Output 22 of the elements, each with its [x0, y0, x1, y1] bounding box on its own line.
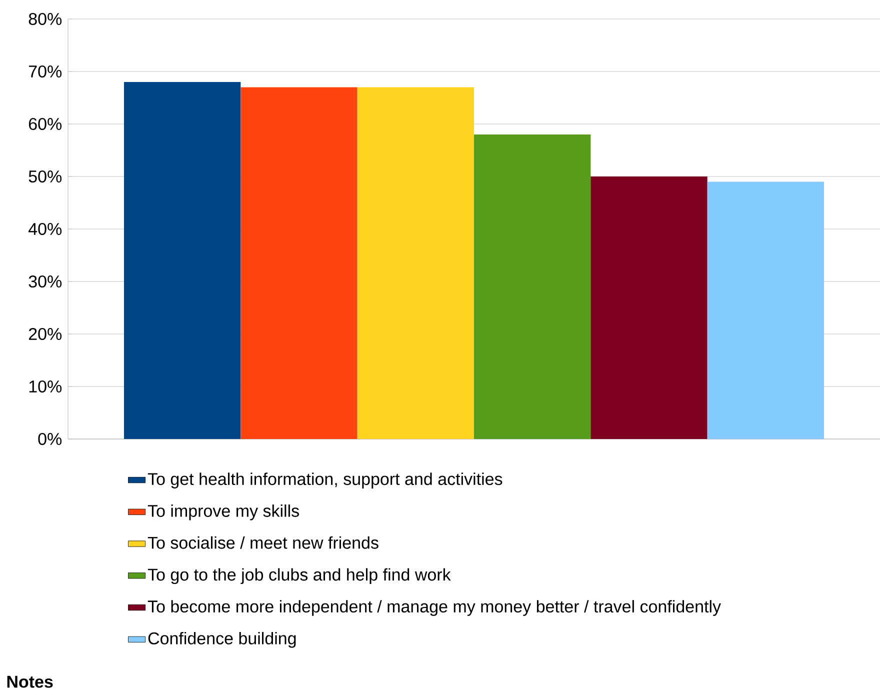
- legend-label: To improve my skills: [148, 504, 299, 520]
- legend-label: To go to the job clubs and help find work: [148, 568, 451, 584]
- bar: [357, 87, 474, 439]
- y-tick-label: 30%: [28, 275, 62, 288]
- bar: [240, 87, 358, 439]
- y-tick-label: 50%: [28, 170, 62, 183]
- bar: [590, 176, 708, 439]
- bar: [474, 134, 591, 439]
- legend-label: To socialise / meet new friends: [148, 536, 378, 549]
- legend-label: To get health information, support and activities: [148, 472, 502, 488]
- legend-label: To become more independent / manage my money better / travel confidently: [148, 600, 721, 616]
- y-tick-label: 70%: [28, 65, 62, 78]
- text: Notes: [7, 676, 53, 688]
- bar: [707, 182, 824, 439]
- y-tick-label: 80%: [28, 12, 62, 26]
- y-tick-label: 40%: [28, 222, 62, 236]
- y-tick-label: 20%: [28, 328, 62, 340]
- y-tick-label: 0%: [38, 432, 62, 446]
- y-tick-label: 60%: [28, 118, 62, 130]
- y-tick-label: 10%: [29, 380, 62, 393]
- legend-label: Confidence building: [148, 632, 296, 648]
- bar: [124, 82, 241, 439]
